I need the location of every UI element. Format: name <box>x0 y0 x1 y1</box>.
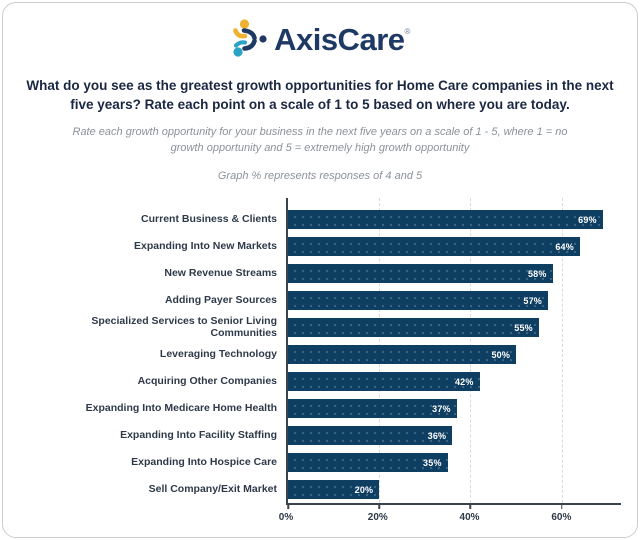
bar-value-label: 69% <box>578 214 597 225</box>
bar-row: 36% <box>288 422 621 449</box>
bar-value-label: 58% <box>527 268 547 279</box>
axiscare-logo-icon <box>233 19 267 57</box>
x-tick-label-40%: 40% <box>459 512 480 524</box>
category-label: Expanding Into Medicare Home Health <box>85 401 277 414</box>
bar-chart: Current Business & Clients Expanding Into… <box>23 198 621 510</box>
category-label: Adding Payer Sources <box>164 293 277 306</box>
category-label: Current Business & Clients <box>141 212 277 225</box>
category-label: Expanding Into New Markets <box>134 239 277 252</box>
x-tick-mark-40% <box>469 505 472 510</box>
bar: 50% <box>288 345 517 365</box>
bar-value-label: 57% <box>523 295 542 306</box>
plot-area: 69% 64% 58% 57% 55% 50% 42% 37% 36% 35% 20% <box>286 198 621 510</box>
bar-row: 69% <box>288 206 621 233</box>
bar: 69% <box>288 210 603 230</box>
bar-value-label: 50% <box>491 349 511 360</box>
logo-brand-text: AxisCare <box>274 21 405 57</box>
bar: 42% <box>288 372 480 392</box>
category-label: New Revenue Streams <box>164 266 277 279</box>
bar-row: 55% <box>288 314 621 341</box>
category-label: Leveraging Technology <box>159 347 277 360</box>
bar-row: 35% <box>288 449 621 476</box>
bar: 57% <box>288 291 548 311</box>
bar-row: 58% <box>288 260 621 287</box>
bar: 64% <box>288 237 580 257</box>
category-label: Sell Company/Exit Market <box>148 482 277 495</box>
x-tick-mark-60% <box>560 505 563 510</box>
bar-value-label: 37% <box>432 403 451 414</box>
category-label: Expanding Into Hospice Care <box>131 455 277 468</box>
logo: AxisCare® <box>3 18 637 60</box>
bar-row: 42% <box>288 368 621 395</box>
bar: 58% <box>288 264 553 284</box>
bar-row: 50% <box>288 341 621 368</box>
bar-value-label: 36% <box>427 430 447 441</box>
bar-value-label: 55% <box>514 322 533 333</box>
category-label: Acquiring Other Companies <box>137 374 277 387</box>
x-axis-labels: 0% 20% 40% 60% <box>279 509 621 531</box>
bar-row: 57% <box>288 287 621 314</box>
bar: 37% <box>288 399 457 419</box>
category-label: Specialized Services to Senior Living Co… <box>91 315 277 339</box>
category-label: Expanding Into Facility Staffing <box>120 428 277 441</box>
bar: 20% <box>288 480 380 500</box>
x-tick-mark-0% <box>287 505 289 510</box>
rating-scale-subtitle: Rate each growth opportunity for your bu… <box>72 126 568 155</box>
bar-value-label: 20% <box>354 484 374 495</box>
bar-value-label: 64% <box>555 241 574 252</box>
bar-row: 64% <box>288 233 621 260</box>
bar-value-label: 35% <box>423 457 442 468</box>
bar-row: 20% <box>288 476 621 503</box>
bar: 55% <box>288 318 539 338</box>
bar-row: 37% <box>288 395 621 422</box>
x-tick-mark-20% <box>378 505 380 510</box>
gridline-60% <box>561 198 563 504</box>
registered-trademark-symbol: ® <box>404 26 411 36</box>
bar: 35% <box>288 453 448 473</box>
x-tick-label-60%: 60% <box>551 512 572 524</box>
graph-note: Graph % represents responses of 4 and 5 <box>217 170 423 183</box>
bar: 36% <box>288 426 453 446</box>
x-tick-label-20%: 20% <box>367 512 388 524</box>
x-tick-label-0%: 0% <box>278 512 294 524</box>
logo-wordmark: AxisCare® <box>274 24 410 55</box>
bar-value-label: 42% <box>454 376 474 387</box>
survey-question-title: What do you see as the greatest growth o… <box>26 78 614 112</box>
category-labels-column: Current Business & Clients Expanding Into… <box>23 198 286 505</box>
